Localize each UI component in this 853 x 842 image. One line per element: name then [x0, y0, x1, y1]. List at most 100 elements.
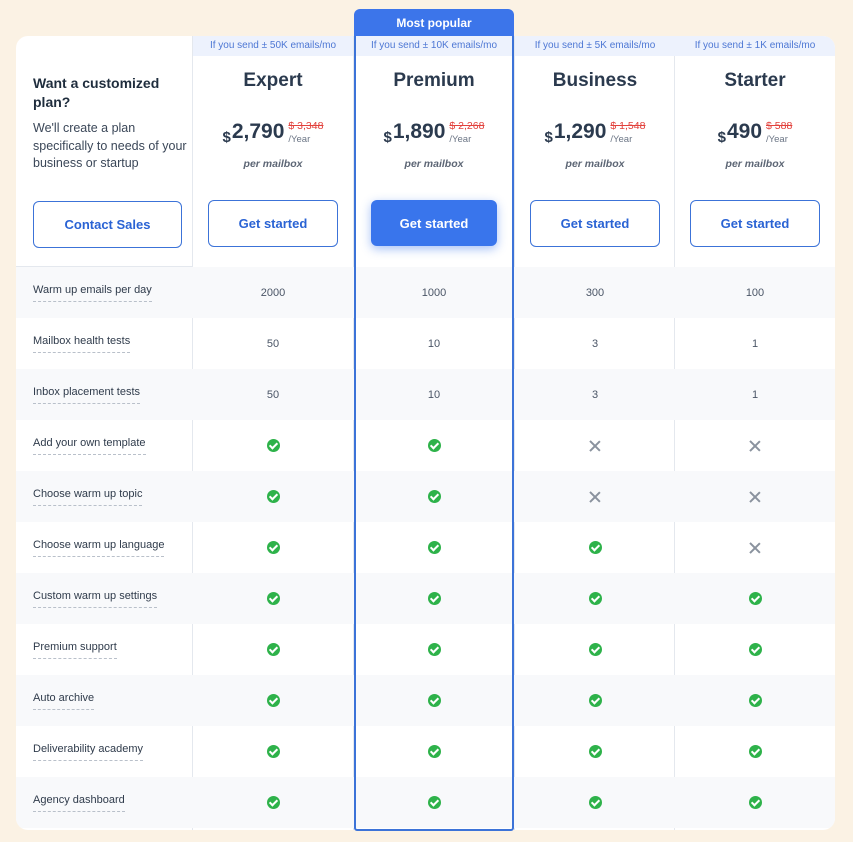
- feature-label[interactable]: Agency dashboard: [33, 794, 125, 812]
- feature-cell: 3: [515, 369, 675, 420]
- feature-cell: 10: [354, 318, 514, 369]
- price-amount: 1,290: [553, 120, 607, 143]
- feature-label[interactable]: Mailbox health tests: [33, 335, 131, 353]
- billing-period: /Year: [288, 134, 311, 145]
- most-popular-badge: Most popular: [354, 9, 514, 36]
- get-started-button-premium[interactable]: Get started: [371, 200, 497, 246]
- feature-cell: [675, 471, 835, 522]
- check-icon: [427, 796, 441, 809]
- feature-cell: [354, 420, 514, 471]
- feature-value: 1: [751, 388, 759, 401]
- feature-cell: [193, 471, 353, 522]
- old-price: $ 2,268: [449, 120, 485, 132]
- check-icon: [266, 745, 280, 758]
- feature-label[interactable]: Deliverability academy: [33, 743, 144, 761]
- plan-name-business: Business: [552, 70, 638, 91]
- feature-cell: [354, 777, 514, 828]
- feature-cell: 3: [515, 318, 675, 369]
- check-icon: [748, 643, 762, 656]
- column-divider: [192, 36, 193, 830]
- check-icon: [427, 490, 441, 503]
- feature-cell: [193, 675, 353, 726]
- feature-row: Inbox placement tests 50 10 3 1: [16, 369, 835, 420]
- feature-value: 2000: [260, 286, 286, 299]
- feature-row: Auto archive: [16, 675, 835, 726]
- feature-label[interactable]: Add your own template: [33, 437, 146, 455]
- column-divider: [353, 36, 354, 830]
- plan-subheading-expert: If you send ± 50K emails/mo: [193, 36, 353, 56]
- feature-cell: [515, 522, 675, 573]
- feature-cell: [675, 777, 835, 828]
- check-icon: [748, 796, 762, 809]
- feature-label[interactable]: Warm up emails per day: [33, 284, 152, 302]
- feature-value: 50: [266, 337, 280, 350]
- feature-cell: 1000: [354, 267, 514, 318]
- feature-label[interactable]: Auto archive: [33, 692, 95, 710]
- feature-cell: [515, 726, 675, 777]
- feature-cell: 300: [515, 267, 675, 318]
- custom-plan-intro: Want a customized plan? We'll create a p…: [33, 74, 193, 173]
- feature-cell: [515, 471, 675, 522]
- feature-label[interactable]: Inbox placement tests: [33, 386, 141, 404]
- check-icon: [748, 694, 762, 707]
- plan-price-expert: $2,790 $ 3,348/Year: [193, 119, 353, 147]
- billing-period: /Year: [449, 134, 472, 145]
- column-divider: [514, 36, 515, 830]
- custom-plan-title: Want a customized plan?: [33, 75, 160, 110]
- feature-cell: [354, 624, 514, 675]
- get-started-button-expert[interactable]: Get started: [208, 200, 338, 247]
- cross-icon: [749, 440, 761, 452]
- feature-cell: [193, 573, 353, 624]
- plan-price-premium: $1,890 $ 2,268/Year: [354, 119, 514, 147]
- price-meta: $ 3,348/Year: [288, 120, 323, 147]
- check-icon: [427, 643, 441, 656]
- check-icon: [588, 796, 602, 809]
- feature-label[interactable]: Choose warm up topic: [33, 488, 143, 506]
- check-icon: [588, 541, 602, 554]
- check-icon: [427, 592, 441, 605]
- get-started-button-business[interactable]: Get started: [530, 200, 660, 247]
- old-price: $ 1,548: [610, 120, 646, 132]
- plan-subheading-business: If you send ± 5K emails/mo: [515, 36, 675, 56]
- per-mailbox-label: per mailbox: [725, 158, 785, 170]
- feature-value: 3: [591, 337, 599, 350]
- billing-period: /Year: [766, 134, 788, 145]
- feature-cell: [354, 471, 514, 522]
- check-icon: [266, 694, 280, 707]
- feature-row: Add your own template: [16, 420, 835, 471]
- price-meta: $ 588/Year: [766, 120, 792, 147]
- check-icon: [588, 592, 602, 605]
- feature-row: Deliverability academy: [16, 726, 835, 777]
- feature-cell: [193, 522, 353, 573]
- feature-label[interactable]: Custom warm up settings: [33, 590, 158, 608]
- price-meta: $ 1,548/Year: [610, 120, 645, 147]
- feature-cell: [675, 522, 835, 573]
- feature-cell: [675, 675, 835, 726]
- check-icon: [427, 439, 441, 452]
- check-icon: [588, 694, 602, 707]
- check-icon: [427, 745, 441, 758]
- feature-cell: [354, 675, 514, 726]
- get-started-button-starter[interactable]: Get started: [690, 200, 820, 247]
- plan-name-starter: Starter: [724, 70, 786, 91]
- price-amount: 2,790: [231, 120, 285, 143]
- header-divider: [16, 266, 192, 267]
- feature-row: Warm up emails per day 2000 1000 300 100: [16, 267, 835, 318]
- feature-cell: [675, 624, 835, 675]
- plan-subheading-starter: If you send ± 1K emails/mo: [675, 36, 835, 56]
- feature-cell: [193, 624, 353, 675]
- feature-row: Mailbox health tests 50 10 3 1: [16, 318, 835, 369]
- plan-name-expert: Expert: [243, 70, 303, 91]
- plan-price-business: $1,290 $ 1,548/Year: [515, 119, 675, 147]
- feature-cell: [515, 573, 675, 624]
- currency-symbol: $: [544, 129, 553, 146]
- check-icon: [427, 694, 441, 707]
- feature-value: 10: [427, 337, 441, 350]
- old-price: $ 3,348: [288, 120, 324, 132]
- feature-label[interactable]: Choose warm up language: [33, 539, 165, 557]
- contact-sales-button[interactable]: Contact Sales: [33, 201, 182, 248]
- check-icon: [588, 643, 602, 656]
- check-icon: [266, 592, 280, 605]
- feature-label[interactable]: Premium support: [33, 641, 117, 659]
- feature-cell: [193, 777, 353, 828]
